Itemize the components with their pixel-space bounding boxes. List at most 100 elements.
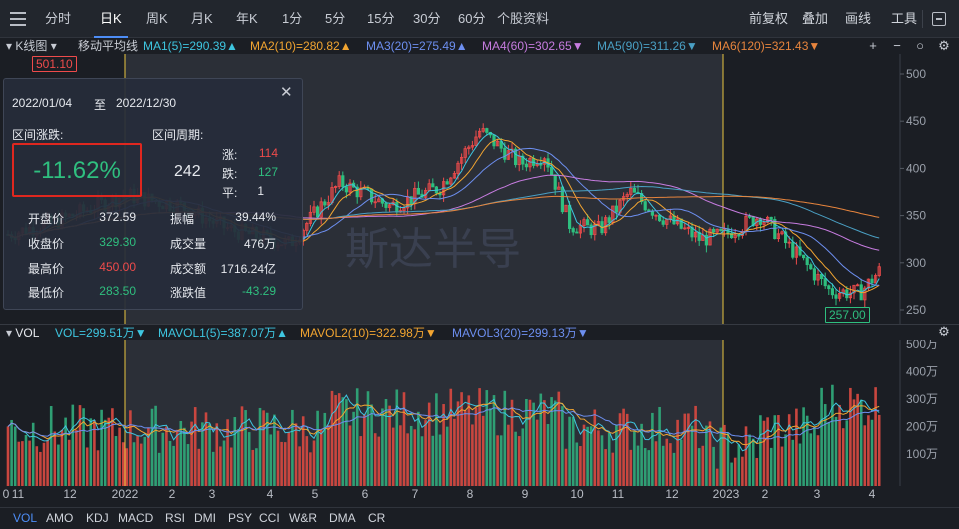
volume-bar — [417, 411, 420, 486]
volume-bar — [431, 435, 435, 486]
stat-label: 最低价 — [28, 286, 65, 300]
volume-bar — [514, 431, 517, 486]
volume-bar — [136, 436, 139, 486]
tab-yearly-k[interactable]: 年K — [236, 11, 258, 26]
candle — [449, 177, 453, 185]
candle — [315, 206, 320, 218]
indicator-tab-rsi[interactable]: RSI — [165, 511, 186, 525]
tab-1min[interactable]: 1分 — [282, 11, 303, 26]
tab-daily-k[interactable]: 日K — [94, 0, 128, 38]
close-icon[interactable]: ✕ — [280, 84, 293, 101]
high-price: 450.00 — [99, 260, 136, 274]
volume-bar — [676, 419, 679, 486]
volume-bar — [183, 427, 186, 486]
time-tick-label: 4 — [868, 487, 876, 501]
volume-bar — [10, 419, 13, 486]
time-tick-label: 8 — [466, 487, 474, 501]
up-days-value: 114 — [258, 146, 278, 160]
volume-chart[interactable]: 500万 400万 300万 200万 100万 — [0, 340, 959, 486]
zoom-in-icon[interactable]: + — [869, 38, 877, 53]
indicator-tab-kdj[interactable]: KDJ — [86, 511, 109, 525]
candle — [733, 234, 737, 239]
reset-icon[interactable]: ○ — [916, 38, 924, 53]
volume-bar — [312, 440, 316, 486]
volume-bar — [211, 451, 215, 486]
time-tick-label: 6 — [361, 487, 369, 501]
tab-intraday[interactable]: 分时 — [45, 11, 72, 26]
price-tick-label: 350 — [906, 209, 926, 223]
overlay-button[interactable]: 叠加 — [802, 11, 829, 26]
volume-bar — [852, 399, 856, 486]
candle — [348, 182, 352, 193]
tab-monthly-k[interactable]: 月K — [191, 11, 213, 26]
candle — [629, 187, 633, 195]
candle — [650, 210, 655, 216]
volume-bar — [31, 422, 35, 486]
ma-type-label[interactable]: 移动平均线 — [78, 39, 139, 53]
volume-bar — [607, 432, 611, 486]
volume-bar — [755, 457, 759, 486]
candle — [495, 140, 500, 147]
indicator-tab-dmi[interactable]: DMI — [194, 511, 216, 525]
volume-bar — [388, 405, 391, 486]
zoom-out-icon[interactable]: − — [893, 38, 901, 53]
menu-icon[interactable] — [10, 12, 26, 26]
collapse-window-icon[interactable] — [932, 12, 946, 26]
volume-bar — [823, 404, 827, 486]
top-toolbar: 分时 日K 周K 月K 年K 1分 5分 15分 30分 60分 个股资料 前复… — [0, 0, 959, 38]
volume-bar — [197, 448, 201, 486]
vol-toggle[interactable]: ▾ VOL — [6, 326, 40, 340]
volume-bar — [341, 397, 345, 486]
mavol1-value: MAVOL1(5)=387.07万▲ — [158, 326, 289, 340]
volume-bar — [384, 398, 388, 486]
tab-60min[interactable]: 60分 — [458, 11, 486, 26]
volume-bar — [438, 434, 442, 486]
tab-stock-profile[interactable]: 个股资料 — [497, 11, 550, 26]
candle — [312, 206, 316, 213]
candle — [550, 166, 554, 176]
tab-15min[interactable]: 15分 — [367, 11, 395, 26]
volume-bar — [525, 398, 528, 486]
kline-toggle[interactable]: ▾ K线图 ▾ — [6, 39, 57, 53]
settings-icon[interactable]: ⚙ — [938, 38, 950, 53]
stat-label: 开盘价 — [28, 212, 65, 226]
draw-line-button[interactable]: 画线 — [845, 11, 872, 26]
volume-bar — [352, 411, 355, 486]
volume-bar — [575, 442, 579, 486]
forward-adjust-button[interactable]: 前复权 — [749, 11, 789, 26]
indicator-tab-macd[interactable]: MACD — [118, 511, 154, 525]
indicator-tab-psy[interactable]: PSY — [228, 511, 253, 525]
volume-bar — [629, 449, 633, 486]
volume-bar — [571, 416, 575, 486]
volume-bar — [449, 388, 453, 486]
down-days-label: 跌: — [222, 167, 238, 181]
indicator-tab-amo[interactable]: AMO — [46, 511, 74, 525]
volume-bar — [618, 413, 622, 486]
time-tick-label: 12 — [665, 487, 679, 501]
candle — [384, 202, 388, 208]
volume-bar — [456, 401, 460, 486]
candle — [715, 228, 719, 233]
tools-button[interactable]: 工具 — [891, 11, 918, 26]
candle — [395, 201, 399, 213]
indicator-tab-cr[interactable]: CR — [368, 511, 386, 525]
candle — [870, 278, 874, 284]
indicator-tab-vol[interactable]: VOL — [13, 511, 38, 525]
vol-settings-icon[interactable]: ⚙ — [938, 324, 950, 339]
ma4-value: MA4(60)=302.65▼ — [482, 39, 584, 53]
indicator-tab-cci[interactable]: CCI — [259, 511, 280, 525]
indicator-tab-wr[interactable]: W&R — [289, 511, 317, 525]
volume-bar — [733, 457, 737, 486]
volume-bar — [474, 407, 478, 486]
vol-tick-label: 500万 — [906, 340, 938, 351]
volume-bar — [532, 402, 535, 486]
indicator-tab-dma[interactable]: DMA — [329, 511, 356, 525]
volume-bar — [201, 422, 204, 486]
volume-bar — [204, 412, 208, 486]
volume-bar — [273, 414, 276, 486]
volume-bar — [46, 439, 49, 486]
tab-30min[interactable]: 30分 — [413, 11, 441, 26]
stock-watermark: 斯达半导 — [345, 225, 521, 274]
tab-weekly-k[interactable]: 周K — [146, 11, 168, 26]
tab-5min[interactable]: 5分 — [325, 11, 346, 26]
